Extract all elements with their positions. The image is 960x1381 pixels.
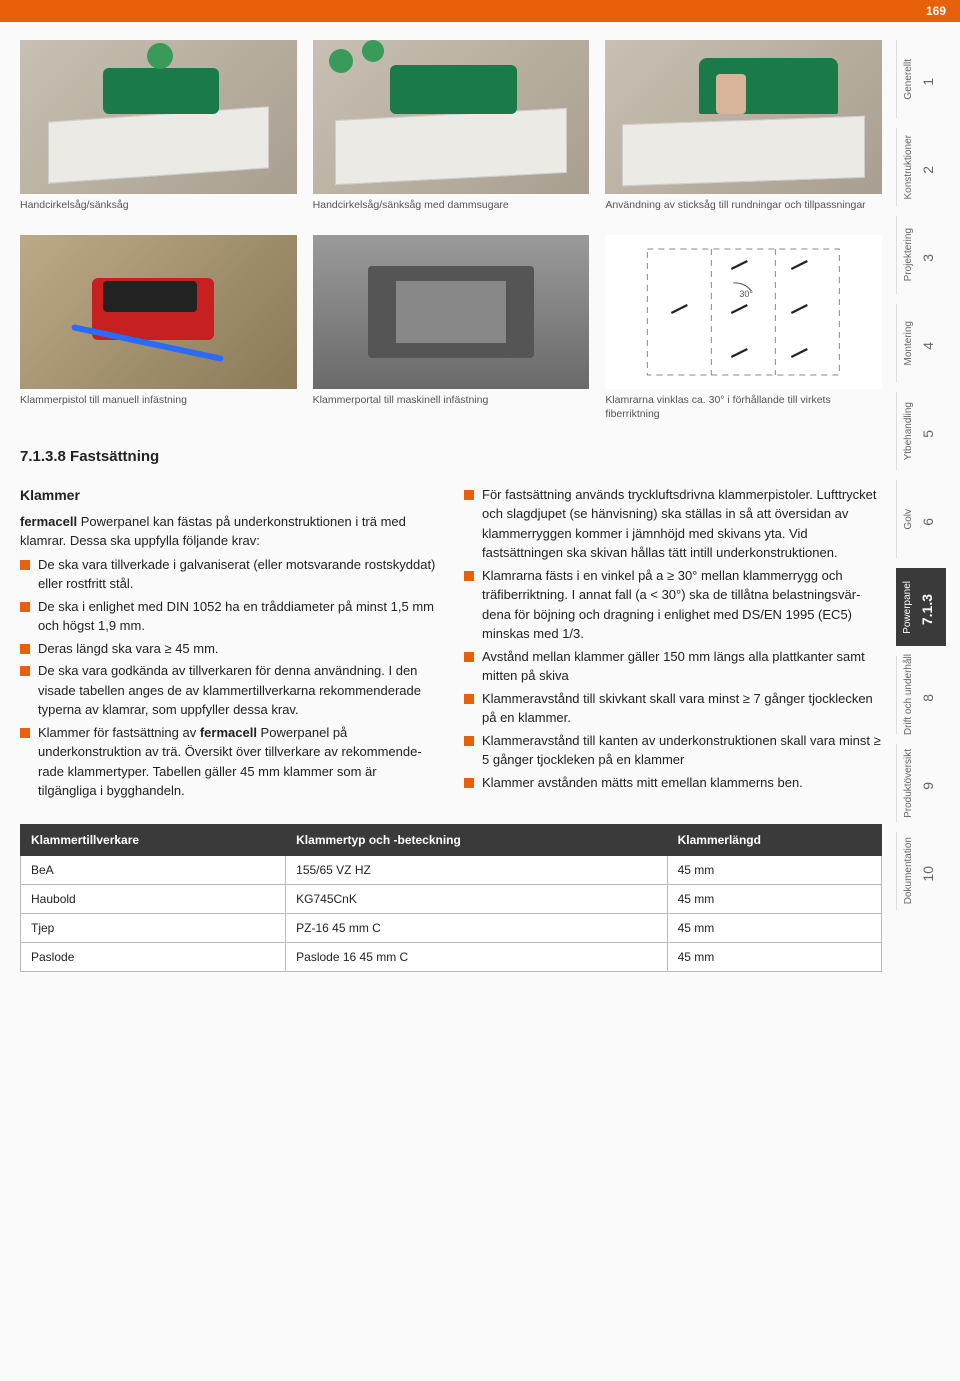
side-nav: Generellt 1 Konstruktioner 2 Projektering 3 Mo… xyxy=(882,40,946,972)
side-tab-num: 1 xyxy=(918,78,939,86)
left-column: Klammer fermacell Powerpanel kan fästas … xyxy=(20,485,438,804)
side-tab-num: 2 xyxy=(918,166,939,174)
side-tab-label: Powerpanel xyxy=(902,581,913,634)
side-tab-2[interactable]: Konstruktioner 2 xyxy=(896,128,946,206)
img-saw-1 xyxy=(20,40,297,194)
side-tab-5[interactable]: Ytbehandling 5 xyxy=(896,392,946,470)
side-tab-num: 10 xyxy=(918,866,939,882)
caption: Klamrarna vinklas ca. 30° i förhållande … xyxy=(605,394,882,422)
side-tab-num: 3 xyxy=(918,254,939,262)
img-jigsaw xyxy=(605,40,882,194)
side-tab-num: 5 xyxy=(918,430,939,438)
side-tab-8[interactable]: Drift och underhåll 8 xyxy=(896,656,946,734)
side-tab-10[interactable]: Dokumentation 10 xyxy=(896,832,946,910)
header-bar: 169 xyxy=(0,0,960,22)
td: BeA xyxy=(21,855,286,884)
side-tab-label: Montering xyxy=(903,321,914,365)
img-stapler-machine xyxy=(313,235,590,389)
img-saw-2 xyxy=(313,40,590,194)
table-row: TjepPZ-16 45 mm C45 mm xyxy=(21,913,882,942)
intro-text: Powerpanel kan fästas på underkonstrukti… xyxy=(20,514,406,549)
side-tab-9[interactable]: Produktöversikt 9 xyxy=(896,744,946,822)
right-bullet-list: För fastsättning används tryckluftsdriv­… xyxy=(464,485,882,793)
bullet-item: Klammer för fastsättning av fermacell Po… xyxy=(20,723,438,801)
intro-para: fermacell Powerpanel kan fästas på under… xyxy=(20,512,438,551)
bullet-item: Avstånd mellan klammer gäller 150 mm län… xyxy=(464,647,882,686)
table-row: HauboldKG745CnK45 mm xyxy=(21,884,882,913)
caption: Handcirkelsåg/sänksåg xyxy=(20,199,297,227)
td: Haubold xyxy=(21,884,286,913)
caption: Användning av sticksåg till rundningar o… xyxy=(605,199,882,227)
bullet-item: Klammeravstånd till skivkant skall vara … xyxy=(464,689,882,728)
image-row-2: Klammerpistol till manuell infästning Kl… xyxy=(20,235,882,422)
th: Klammertyp och -beteckning xyxy=(286,824,667,855)
td: 45 mm xyxy=(667,913,881,942)
side-tab-7-1-3[interactable]: Powerpanel 7.1.3 xyxy=(896,568,946,646)
sub-heading: Klammer xyxy=(20,485,438,506)
td: 45 mm xyxy=(667,942,881,971)
bullet-item: De ska vara godkända av tillverkaren för… xyxy=(20,661,438,720)
right-column: För fastsättning används tryckluftsdriv­… xyxy=(464,485,882,804)
bullet-item: De ska i enlighet med DIN 1052 ha en trå… xyxy=(20,597,438,636)
side-tab-6[interactable]: Golv 6 xyxy=(896,480,946,558)
side-tab-1[interactable]: Generellt 1 xyxy=(896,40,946,118)
td: PZ-16 45 mm C xyxy=(286,913,667,942)
td: 155/65 VZ HZ xyxy=(286,855,667,884)
side-tab-num: 9 xyxy=(918,782,939,790)
staple-table: Klammertillverkare Klammertyp och -betec… xyxy=(20,824,882,972)
section-heading: 7.1.3.8 Fastsättning xyxy=(20,446,882,469)
diagram-staple-angle: 30° xyxy=(605,235,882,389)
bullet-item: Klammer avstånden mätts mitt emellan kla… xyxy=(464,773,882,793)
caption: Klammerportal till maskinell infästning xyxy=(313,394,590,422)
td: Paslode 16 45 mm C xyxy=(286,942,667,971)
side-tab-num: 6 xyxy=(918,518,939,526)
side-tab-num: 4 xyxy=(918,342,939,350)
left-bullet-list: De ska vara tillverkade i galvaniserat (… xyxy=(20,555,438,801)
img-stapler-manual xyxy=(20,235,297,389)
td: Tjep xyxy=(21,913,286,942)
side-tab-label: Konstruktioner xyxy=(903,135,914,199)
side-tab-label: Projektering xyxy=(903,228,914,281)
td: Paslode xyxy=(21,942,286,971)
bullet-item: De ska vara tillverkade i galvaniserat (… xyxy=(20,555,438,594)
side-tab-label: Generellt xyxy=(903,59,914,100)
side-tab-label: Produktöversikt xyxy=(903,749,914,818)
td: 45 mm xyxy=(667,884,881,913)
td: KG745CnK xyxy=(286,884,667,913)
bullet-item: Deras längd ska vara ≥ 45 mm. xyxy=(20,639,438,659)
side-tab-num: 8 xyxy=(918,694,939,702)
table-row: PaslodePaslode 16 45 mm C45 mm xyxy=(21,942,882,971)
th: Klammertillverkare xyxy=(21,824,286,855)
table-row: BeA155/65 VZ HZ45 mm xyxy=(21,855,882,884)
bullet-item: För fastsättning används tryckluftsdriv­… xyxy=(464,485,882,563)
bullet-item: Klamrarna fästs i en vinkel på a ≥ 30° m… xyxy=(464,566,882,644)
brand: fermacell xyxy=(20,514,77,529)
side-tab-num: 7.1.3 xyxy=(917,594,938,625)
side-tab-label: Drift och underhåll xyxy=(903,654,914,735)
brand: fermacell xyxy=(200,725,257,740)
caption: Handcirkelsåg/sänksåg med dammsugare xyxy=(313,199,590,227)
side-tab-label: Dokumentation xyxy=(903,837,914,904)
bullet-item: Klammeravstånd till kanten av underkon­s… xyxy=(464,731,882,770)
side-tab-label: Ytbehandling xyxy=(903,402,914,460)
side-tab-4[interactable]: Montering 4 xyxy=(896,304,946,382)
side-tab-label: Golv xyxy=(903,509,914,530)
side-tab-3[interactable]: Projektering 3 xyxy=(896,216,946,294)
image-row-1: Handcirkelsåg/sänksåg Handcirkelsåg/sänk… xyxy=(20,40,882,227)
page-number: 169 xyxy=(926,4,946,18)
main-content: Handcirkelsåg/sänksåg Handcirkelsåg/sänk… xyxy=(20,40,882,972)
th: Klammerlängd xyxy=(667,824,881,855)
caption: Klammerpistol till manuell infästning xyxy=(20,394,297,422)
angle-label: 30° xyxy=(740,289,754,299)
td: 45 mm xyxy=(667,855,881,884)
